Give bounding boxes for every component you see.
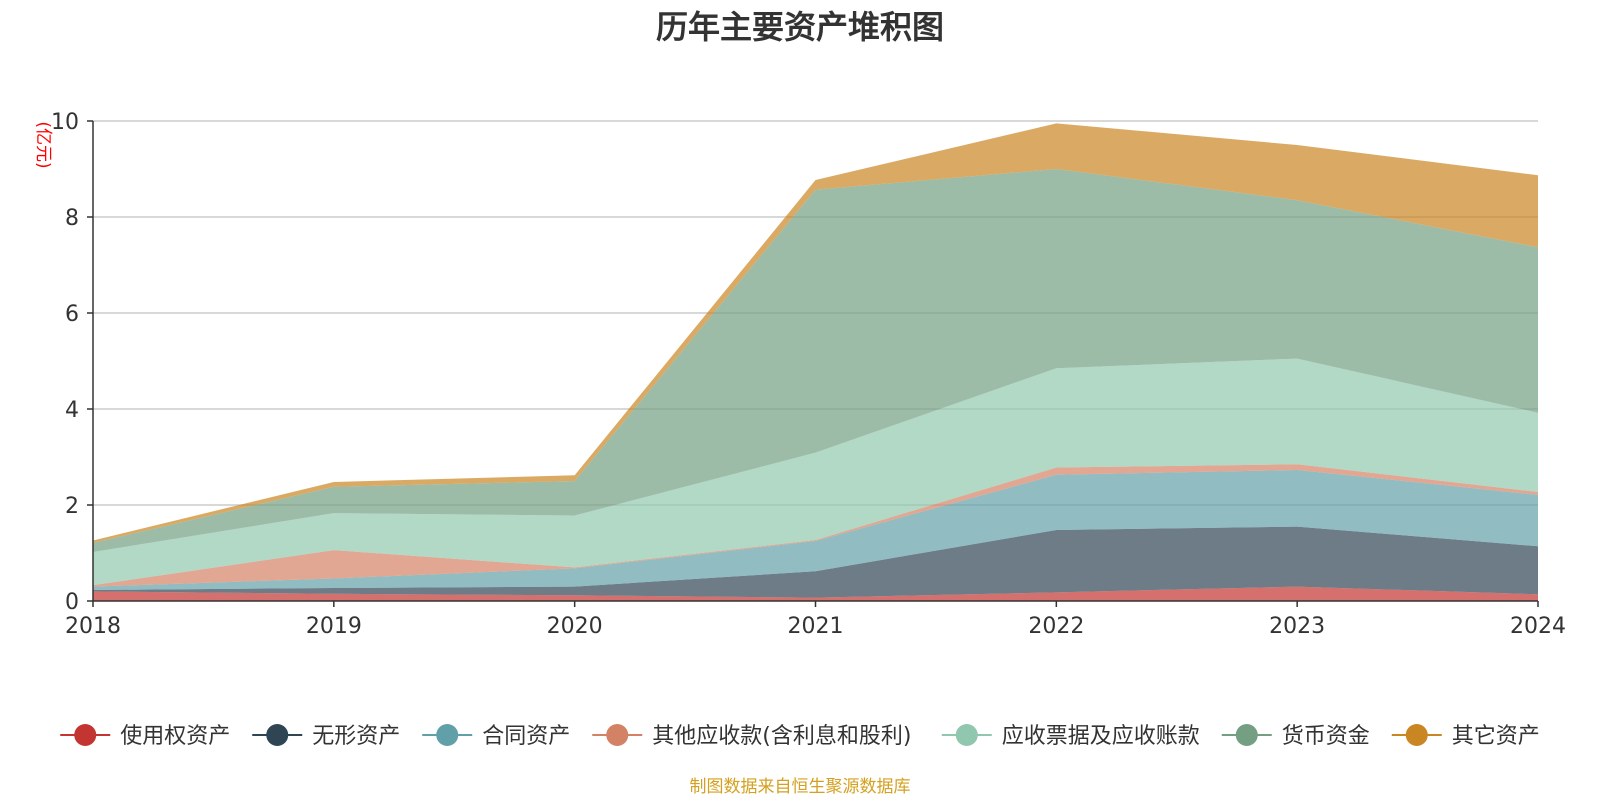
- x-tick-label: 2021: [788, 614, 844, 639]
- legend-item-4[interactable]: 其他应收款(含利息和股利): [592, 724, 911, 749]
- legend-marker: [606, 724, 629, 746]
- y-tick-label: 10: [51, 110, 79, 135]
- legend-item-5[interactable]: 应收票据及应收账款: [941, 724, 1200, 749]
- legend-item-7[interactable]: 其它资产: [1391, 724, 1540, 749]
- legend-marker: [436, 724, 459, 746]
- x-tick-label: 2018: [65, 614, 121, 639]
- legend-marker: [1405, 724, 1428, 746]
- legend-label: 其它资产: [1452, 724, 1540, 749]
- x-tick-label: 2020: [547, 614, 603, 639]
- legend-label: 合同资产: [482, 724, 570, 749]
- area-series-1: [93, 586, 1538, 601]
- area-series-6: [93, 169, 1538, 553]
- source-note: 制图数据来自恒生聚源数据库: [690, 777, 911, 797]
- legend-item-3[interactable]: 合同资产: [422, 724, 570, 749]
- legend[interactable]: 使用权资产 无形资产 合同资产 其他应收款(含利息和股利) 应收票据及应收账款 货币资金 其…: [60, 724, 1540, 749]
- y-tick-label: 6: [65, 302, 79, 327]
- legend-item-2[interactable]: 无形资产: [252, 724, 400, 749]
- area-series-7: [93, 123, 1538, 543]
- legend-label: 其他应收款(含利息和股利): [652, 724, 911, 749]
- legend-label: 应收票据及应收账款: [1002, 724, 1200, 749]
- area-series-2: [93, 526, 1538, 598]
- legend-marker: [266, 724, 289, 746]
- legend-marker: [74, 724, 97, 746]
- x-tick-label: 2023: [1269, 614, 1325, 639]
- y-tick-label: 0: [65, 590, 79, 615]
- axes: 0 2 4 6 8 10 2018 2019 2020 2021 2022 2023 2024: [51, 110, 1566, 639]
- area-series-5: [93, 358, 1538, 586]
- legend-item-1[interactable]: 使用权资产: [60, 724, 230, 749]
- x-tick-label: 2022: [1028, 614, 1084, 639]
- legend-label: 货币资金: [1282, 724, 1370, 749]
- area-series-4: [93, 464, 1538, 587]
- legend-marker: [955, 724, 978, 746]
- y-tick-label: 4: [65, 398, 79, 423]
- legend-label: 使用权资产: [120, 724, 230, 749]
- x-tick-label: 2024: [1510, 614, 1566, 639]
- legend-marker: [1235, 724, 1258, 746]
- y-axis-unit-label: (亿元): [33, 121, 53, 168]
- chart-title: 历年主要资产堆积图: [656, 8, 944, 46]
- series-areas: [93, 123, 1538, 601]
- legend-item-6[interactable]: 货币资金: [1221, 724, 1370, 749]
- legend-label: 无形资产: [312, 724, 400, 749]
- x-tick-label: 2019: [306, 614, 362, 639]
- y-tick-label: 8: [65, 206, 79, 231]
- y-tick-label: 2: [65, 494, 79, 519]
- area-series-3: [93, 469, 1538, 590]
